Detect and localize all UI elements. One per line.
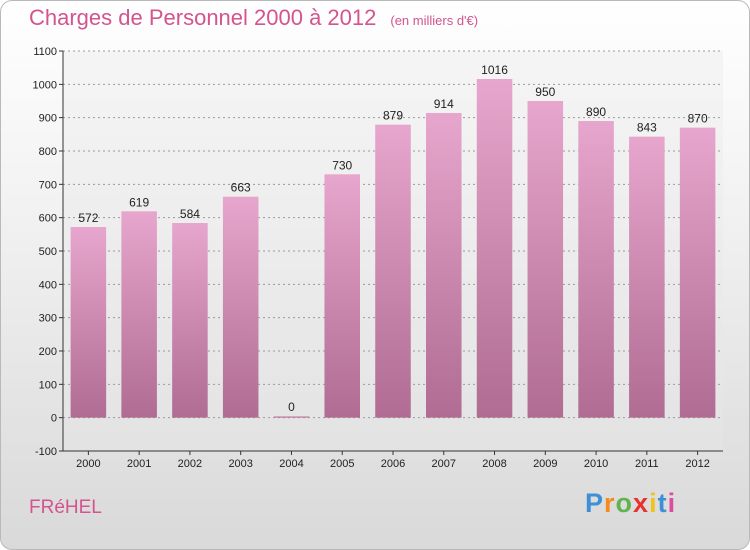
y-tick-label: -100 xyxy=(35,446,57,458)
bar-2008 xyxy=(476,79,513,418)
bar-label-2006: 879 xyxy=(383,109,403,123)
bar-label-2004: 0 xyxy=(288,400,295,414)
bar-label-2008: 1016 xyxy=(481,63,508,77)
y-tick-label: 300 xyxy=(39,313,57,325)
bar-2006 xyxy=(375,124,411,418)
logo-letter: i xyxy=(667,488,677,518)
logo-letter: x xyxy=(633,488,650,518)
x-tick-label-2005: 2005 xyxy=(330,458,354,470)
bar-2002 xyxy=(172,223,208,418)
proxiti-logo: Proxiti xyxy=(585,488,676,519)
bar-2000 xyxy=(70,227,107,418)
y-tick-label: 100 xyxy=(39,379,57,391)
x-tick-label-2008: 2008 xyxy=(482,458,506,470)
bar-label-2002: 584 xyxy=(180,207,200,221)
bar-label-2003: 663 xyxy=(231,181,251,195)
y-tick-label: 200 xyxy=(39,346,57,358)
x-tick-label-2002: 2002 xyxy=(178,458,202,470)
bar-label-2010: 890 xyxy=(586,105,606,119)
y-tick-label: 900 xyxy=(39,113,57,125)
bar-2001 xyxy=(121,211,157,418)
logo-letter: r xyxy=(604,488,616,518)
y-tick-label: 0 xyxy=(51,413,57,425)
bar-2009 xyxy=(527,101,564,418)
bar-label-2011: 843 xyxy=(637,121,657,135)
x-tick-label-2006: 2006 xyxy=(381,458,405,470)
logo-letter: i xyxy=(649,488,658,518)
bar-label-2012: 870 xyxy=(688,112,708,126)
x-tick-label-2010: 2010 xyxy=(584,458,608,470)
bar-2012 xyxy=(679,127,716,418)
bar-2003 xyxy=(222,196,259,418)
y-tick-label: 600 xyxy=(39,213,57,225)
bar-label-2007: 914 xyxy=(434,97,454,111)
x-tick-label-2001: 2001 xyxy=(127,458,151,470)
bar-label-2000: 572 xyxy=(78,211,98,225)
y-tick-label: 800 xyxy=(39,146,57,158)
logo-letter: P xyxy=(585,488,605,518)
chart-subtitle: (en milliers d'€) xyxy=(390,13,479,28)
bar-label-2005: 730 xyxy=(332,158,352,172)
x-tick-label-2011: 2011 xyxy=(635,458,659,470)
logo-letter: o xyxy=(615,488,634,518)
bar-2007 xyxy=(426,113,462,418)
y-tick-label: 700 xyxy=(39,179,57,191)
x-tick-label-2012: 2012 xyxy=(685,458,709,470)
bar-2010 xyxy=(578,121,614,418)
x-tick-label-2000: 2000 xyxy=(76,458,100,470)
chart-title: Charges de Personnel 2000 à 2012 (en mill… xyxy=(29,5,478,31)
y-tick-label: 1000 xyxy=(33,79,57,91)
y-tick-label: 1100 xyxy=(33,46,57,58)
bar-2011 xyxy=(629,136,665,418)
bar-2005 xyxy=(324,174,360,418)
x-tick-label-2004: 2004 xyxy=(279,458,303,470)
x-tick-label-2009: 2009 xyxy=(533,458,557,470)
bar-label-2001: 619 xyxy=(129,195,149,209)
y-tick-label: 400 xyxy=(39,279,57,291)
bar-2004 xyxy=(273,416,310,418)
logo-letter: t xyxy=(657,488,668,518)
x-tick-label-2003: 2003 xyxy=(228,458,252,470)
y-tick-label: 500 xyxy=(39,246,57,258)
bar-label-2009: 950 xyxy=(535,85,555,99)
chart-title-text: Charges de Personnel 2000 à 2012 xyxy=(29,5,377,30)
town-name: FRéHEL xyxy=(29,497,102,518)
x-tick-label-2007: 2007 xyxy=(432,458,456,470)
